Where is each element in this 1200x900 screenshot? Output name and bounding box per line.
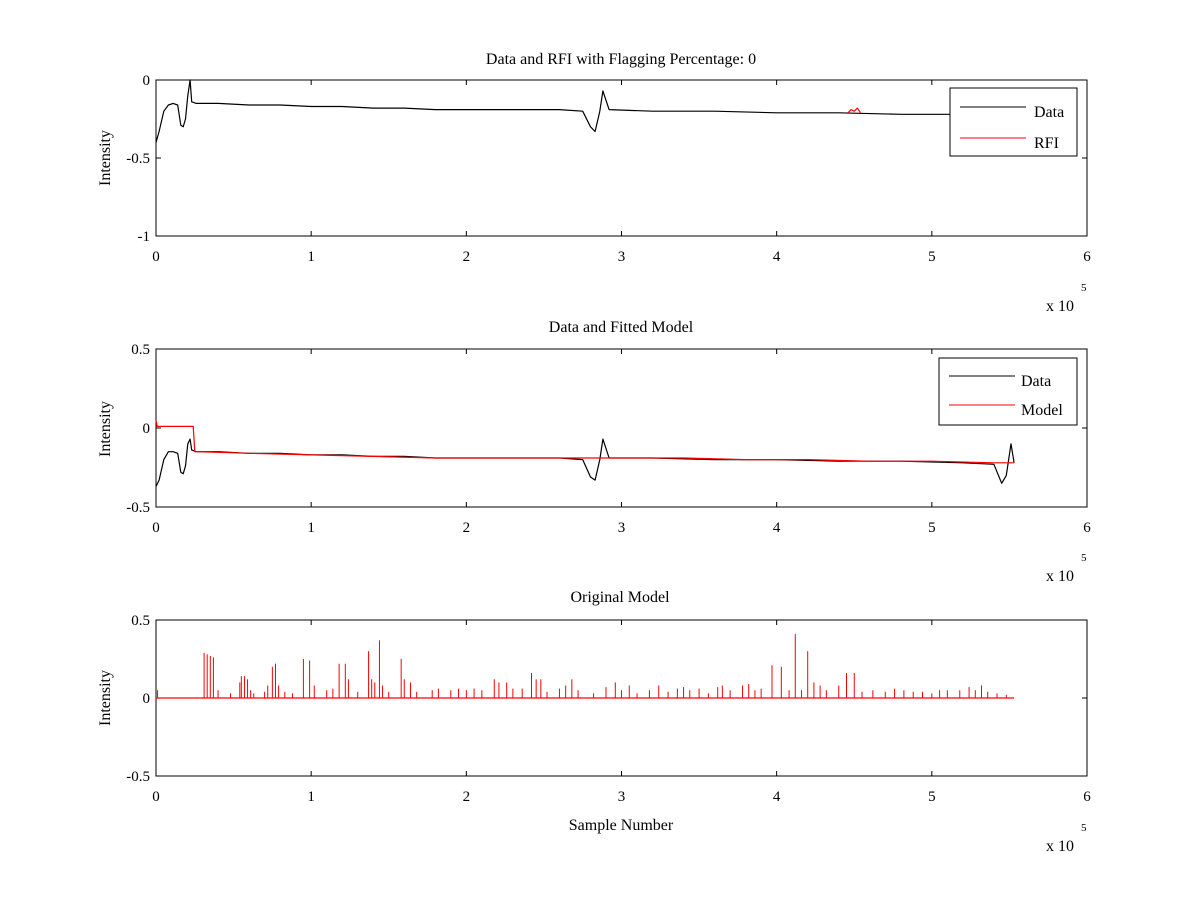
subplot-1: Data and RFI with Flagging Percentage: 0… bbox=[97, 51, 1091, 315]
subplot-3-x-multiplier-base: x 10 bbox=[1046, 838, 1074, 855]
subplot-3-ytick-label: -0.5 bbox=[126, 769, 150, 785]
subplot-1-x-multiplier: x 10 5 bbox=[1046, 282, 1087, 315]
subplot-3-xtick-label: 6 bbox=[1083, 789, 1091, 805]
subplot-2-xtick-label: 1 bbox=[307, 520, 315, 536]
subplot-3-title: Original Model bbox=[570, 589, 670, 606]
subplot-1-series bbox=[155, 79, 979, 143]
subplot-2-xtick-label: 0 bbox=[152, 520, 160, 536]
subplot-1-ylabel: Intensity bbox=[97, 130, 114, 186]
subplot-2-ytick-label: 0 bbox=[143, 421, 151, 437]
subplot-3-xlabel: Sample Number bbox=[569, 817, 674, 834]
subplot-1-legend-label-data: Data bbox=[1034, 104, 1064, 121]
subplot-1-series-rfi-line bbox=[847, 107, 862, 114]
subplot-1-xtick-label: 1 bbox=[307, 249, 315, 265]
subplot-2-xtick-label: 3 bbox=[618, 520, 626, 536]
subplot-2-legend-label-data: Data bbox=[1021, 373, 1051, 390]
subplot-2-legend-box bbox=[938, 357, 1078, 426]
subplot-3-series bbox=[156, 634, 1015, 699]
subplot-2-axes-box bbox=[155, 348, 1088, 508]
subplot-3-x-multiplier-exponent: 5 bbox=[1081, 822, 1087, 834]
subplot-2-x-multiplier: x 10 5 bbox=[1046, 552, 1087, 585]
subplot-3-plot-area: 0 1 2 3 4 5 6-0.500.5 bbox=[126, 613, 1091, 805]
subplot-1-xtick-label: 3 bbox=[618, 249, 626, 265]
subplot-3-xtick-label: 0 bbox=[152, 789, 160, 805]
subplot-1-ytick-label: -1 bbox=[138, 229, 151, 245]
subplot-3-ytick-label: 0 bbox=[143, 691, 151, 707]
subplot-2-ytick-label: -0.5 bbox=[126, 500, 150, 516]
subplot-2-ytick-label: 0.5 bbox=[131, 342, 150, 358]
subplot-3-xtick-label: 1 bbox=[307, 789, 315, 805]
subplot-2-legend: Data Model bbox=[938, 357, 1078, 426]
subplot-1-legend-box bbox=[949, 87, 1078, 157]
subplot-3-ticks: 0 1 2 3 4 5 6-0.500.5 bbox=[126, 613, 1091, 805]
subplot-2-xtick-label: 4 bbox=[773, 520, 781, 536]
subplot-2-xtick-label: 2 bbox=[463, 520, 471, 536]
subplot-1-xtick-label: 2 bbox=[463, 249, 471, 265]
subplot-3-ytick-label: 0.5 bbox=[131, 613, 150, 629]
subplot-3-xtick-label: 5 bbox=[928, 789, 936, 805]
subplot-3-x-multiplier: x 10 5 bbox=[1046, 822, 1087, 855]
subplot-2-series bbox=[155, 419, 1015, 487]
subplot-1-x-multiplier-exponent: 5 bbox=[1081, 282, 1087, 294]
subplot-2-title: Data and Fitted Model bbox=[549, 319, 694, 336]
subplot-1-ticks: 0 1 2 3 4 5 6 -1 -0.5 0 bbox=[126, 73, 1091, 265]
subplot-1-ytick-label: 0 bbox=[143, 73, 151, 89]
subplot-2: Data and Fitted Model Intensity 0 1 2 3 4 5 6 -… bbox=[97, 319, 1091, 585]
subplot-1-series-data-line bbox=[155, 79, 979, 143]
subplot-3-xtick-label: 4 bbox=[773, 789, 781, 805]
subplot-2-xtick-label: 5 bbox=[928, 520, 936, 536]
subplot-3-ylabel: Intensity bbox=[97, 670, 114, 726]
subplot-1-x-multiplier-base: x 10 bbox=[1046, 298, 1074, 315]
subplot-2-ylabel: Intensity bbox=[97, 401, 114, 457]
subplot-1-xtick-label: 0 bbox=[152, 249, 160, 265]
subplot-1-legend: Data RFI bbox=[949, 87, 1078, 157]
subplot-2-x-multiplier-exponent: 5 bbox=[1081, 552, 1087, 564]
subplot-3: Original Model Intensity 0 1 2 3 4 5 6-0.500.5… bbox=[97, 589, 1091, 855]
subplot-1-axes-box bbox=[155, 79, 1088, 237]
subplot-1-xtick-label: 4 bbox=[773, 249, 781, 265]
subplot-1-xtick-label: 5 bbox=[928, 249, 936, 265]
subplot-2-legend-label-model: Model bbox=[1021, 402, 1063, 419]
subplot-2-x-multiplier-base: x 10 bbox=[1046, 568, 1074, 585]
subplot-2-series-model-line bbox=[155, 419, 1015, 464]
subplot-2-ticks: 0 1 2 3 4 5 6-0.500.5 bbox=[126, 342, 1091, 536]
subplot-1-title: Data and RFI with Flagging Percentage: 0 bbox=[486, 51, 756, 68]
subplot-2-xtick-label: 6 bbox=[1083, 520, 1091, 536]
subplot-1-legend-label-rfi: RFI bbox=[1034, 135, 1059, 152]
subplot-1-plot-area: 0 1 2 3 4 5 6 -1 -0.5 0 bbox=[126, 73, 1091, 265]
subplot-3-xtick-label: 2 bbox=[463, 789, 471, 805]
subplot-1-ytick-label: -0.5 bbox=[126, 151, 150, 167]
subplot-3-xtick-label: 3 bbox=[618, 789, 626, 805]
subplot-1-xtick-label: 6 bbox=[1083, 249, 1091, 265]
subplot-2-plot-area: 0 1 2 3 4 5 6-0.500.5 bbox=[126, 342, 1091, 536]
